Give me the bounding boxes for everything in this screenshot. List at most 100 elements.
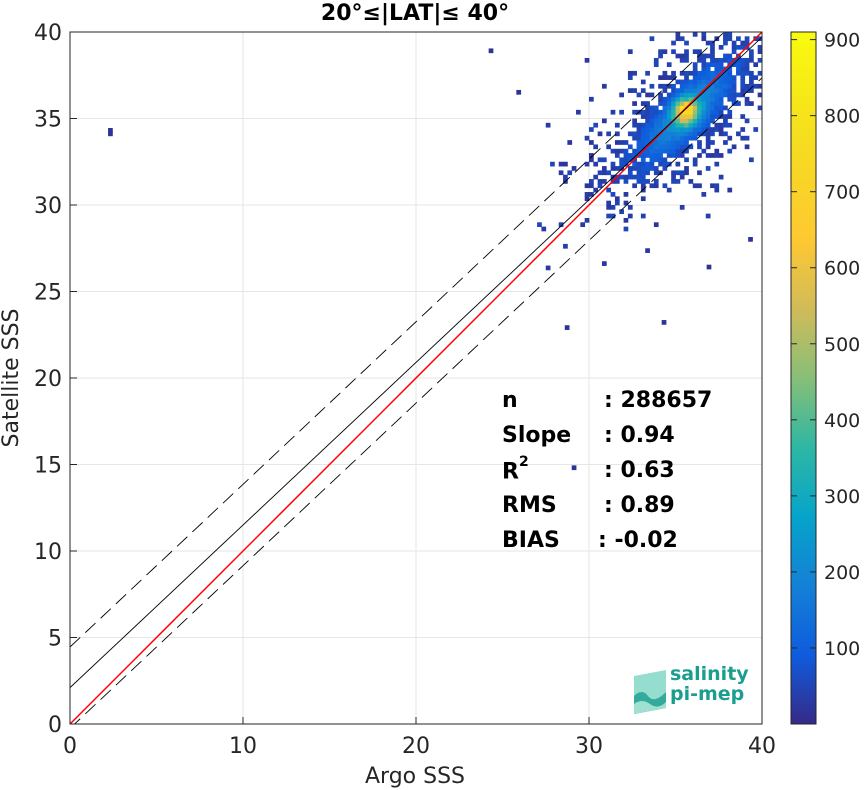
density-cell xyxy=(649,183,655,189)
density-cell xyxy=(714,105,720,111)
density-cell xyxy=(623,148,629,154)
density-cell xyxy=(658,83,663,89)
density-cell xyxy=(640,153,646,158)
density-cell xyxy=(658,153,663,158)
density-cell xyxy=(697,70,702,76)
density-cell xyxy=(679,205,685,210)
density-cell xyxy=(662,122,668,128)
density-cell xyxy=(723,118,728,124)
density-cell xyxy=(701,57,707,63)
density-cell xyxy=(627,49,633,55)
density-cell xyxy=(697,114,702,119)
density-cell xyxy=(636,161,642,167)
density-cell xyxy=(614,166,620,171)
density-cell xyxy=(589,140,594,145)
density-cell xyxy=(675,96,681,102)
density-cell xyxy=(710,49,715,55)
density-cell xyxy=(723,79,728,85)
density-cell xyxy=(584,183,590,189)
density-cell xyxy=(692,114,698,119)
density-cell xyxy=(679,122,685,128)
density-cell xyxy=(718,101,724,106)
density-cell xyxy=(679,140,685,145)
regression-lines xyxy=(70,32,762,724)
density-cell xyxy=(714,148,720,154)
density-cell xyxy=(675,118,681,124)
density-cell xyxy=(744,57,750,63)
density-cell xyxy=(666,140,672,145)
density-cell xyxy=(576,109,581,115)
density-cell xyxy=(606,187,612,193)
density-cell xyxy=(684,40,689,46)
density-cell xyxy=(718,105,724,111)
colorbar xyxy=(790,31,817,725)
density-cell xyxy=(692,49,698,55)
x-axis-label: Argo SSS xyxy=(365,764,465,789)
density-cell xyxy=(710,131,715,137)
density-cell xyxy=(757,83,762,89)
density-cell xyxy=(658,148,663,154)
density-cell xyxy=(723,32,728,37)
density-cell xyxy=(619,174,624,180)
density-cell xyxy=(710,96,715,102)
density-cell xyxy=(658,144,663,150)
density-cell xyxy=(757,49,762,55)
density-cell xyxy=(649,118,655,124)
density-cell xyxy=(666,96,672,102)
density-cell xyxy=(666,144,672,150)
density-cell xyxy=(679,170,685,176)
density-cell xyxy=(589,157,594,163)
density-cell xyxy=(723,131,728,137)
density-cell xyxy=(705,92,711,98)
density-cell xyxy=(679,135,685,141)
density-cell xyxy=(714,109,720,115)
density-cell xyxy=(645,70,650,76)
density-cell xyxy=(736,62,741,67)
density-cell xyxy=(645,118,650,124)
density-cell xyxy=(710,109,715,115)
density-cell xyxy=(697,109,702,115)
density-cell xyxy=(710,57,715,63)
x-tick-label: 10 xyxy=(229,734,257,759)
density-cell xyxy=(727,135,733,141)
density-cell xyxy=(584,57,590,63)
density-cell xyxy=(714,57,720,63)
density-cell xyxy=(636,122,642,128)
y-tick-label: 20 xyxy=(34,367,62,392)
density-cell xyxy=(662,70,668,76)
density-cell xyxy=(662,101,668,106)
colorbar-tick-label: 900 xyxy=(824,30,860,52)
density-cell xyxy=(623,179,629,184)
density-cell xyxy=(645,105,650,111)
density-cell xyxy=(688,144,694,150)
density-cell xyxy=(658,157,663,163)
density-cell xyxy=(666,118,672,124)
density-cell xyxy=(710,140,715,145)
density-cell xyxy=(662,96,668,102)
density-cell xyxy=(684,170,689,176)
logo-line-2: pi-mep xyxy=(670,683,745,705)
density-cell xyxy=(740,83,746,89)
density-cell xyxy=(666,109,672,115)
density-cell xyxy=(714,153,720,158)
density-cell xyxy=(714,70,720,76)
density-cell xyxy=(671,92,676,98)
density-cell xyxy=(710,40,715,46)
density-cell xyxy=(714,114,720,119)
density-cell xyxy=(749,49,754,55)
density-cell xyxy=(653,222,659,228)
density-cell xyxy=(606,213,612,219)
colorbar-tick-label: 400 xyxy=(824,410,860,432)
density-cell xyxy=(749,88,754,93)
density-cell xyxy=(627,88,633,93)
density-cell xyxy=(710,70,715,76)
density-cell xyxy=(679,144,685,150)
density-cell xyxy=(714,122,720,128)
density-cell xyxy=(727,83,733,89)
line--2-rms xyxy=(70,32,725,648)
density-cell xyxy=(727,32,733,37)
density-cell xyxy=(757,57,762,63)
density-cell xyxy=(658,53,663,59)
density-cell xyxy=(640,183,646,189)
density-cell xyxy=(636,179,642,184)
